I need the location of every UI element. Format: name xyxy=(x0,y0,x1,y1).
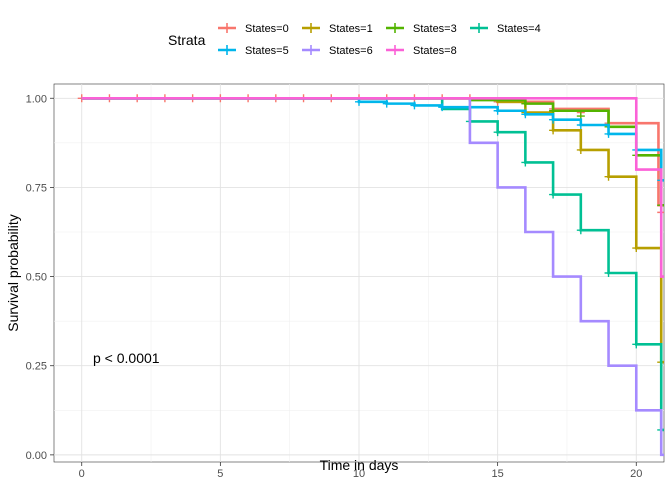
y-tick-label: 0.50 xyxy=(26,272,47,284)
censor-mark xyxy=(604,172,613,181)
axes: 0 5 10 15 20 0.00 0.25 0.50 0.75 1.00 xyxy=(26,93,643,480)
censor-mark xyxy=(604,269,613,277)
censor-mark xyxy=(438,103,447,112)
series-layer xyxy=(77,94,664,457)
x-tick-label: 0 xyxy=(79,468,85,480)
legend-item: States=4 xyxy=(470,23,541,35)
censor-mark xyxy=(521,99,530,108)
y-tick-label: 1.00 xyxy=(26,93,47,105)
legend-label: States=6 xyxy=(329,45,373,57)
legend-items: States=0 States=1 States=3 States=4 States=5… xyxy=(218,23,541,57)
x-tick-label: 15 xyxy=(492,468,504,480)
survival-curve xyxy=(81,96,664,457)
censor-mark xyxy=(549,190,558,199)
legend-item: States=5 xyxy=(218,45,289,57)
censor-mark xyxy=(576,121,585,130)
censor-mark xyxy=(576,145,585,154)
censor-mark xyxy=(549,126,558,135)
x-tick-label: 5 xyxy=(217,468,223,480)
series-states-6 xyxy=(81,96,664,457)
legend-item: States=1 xyxy=(302,23,373,35)
censor-mark xyxy=(632,244,641,253)
legend-label: States=4 xyxy=(497,23,541,35)
y-tick-label: 0.00 xyxy=(26,450,47,462)
x-tick-label: 10 xyxy=(353,468,365,480)
survival-curve xyxy=(81,96,664,364)
x-axis-title: Time in days xyxy=(320,457,399,473)
survival-curve xyxy=(81,96,664,207)
y-tick-label: 0.75 xyxy=(26,182,47,194)
legend-title: Strata xyxy=(168,32,206,48)
survival-curve xyxy=(81,96,664,278)
censor-mark xyxy=(632,340,641,349)
censor-mark xyxy=(493,128,502,137)
censor-mark xyxy=(604,129,613,138)
censor-mark xyxy=(410,101,419,110)
legend-label: States=3 xyxy=(413,23,457,35)
censor-mark xyxy=(576,226,585,235)
y-tick-label: 0.25 xyxy=(26,361,47,373)
legend: Strata States=0 States=1 States=3 States=4S… xyxy=(168,23,541,57)
legend-label: States=0 xyxy=(245,23,289,35)
legend-label: States=1 xyxy=(329,23,373,35)
y-axis-title: Survival probability xyxy=(5,214,21,332)
pvalue-annotation: p < 0.0001 xyxy=(93,350,160,366)
series-states-8 xyxy=(81,96,664,278)
x-tick-label: 20 xyxy=(630,468,642,480)
legend-label: States=8 xyxy=(413,45,457,57)
censor-mark xyxy=(521,158,530,167)
censor-mark xyxy=(549,115,558,124)
censor-mark xyxy=(521,110,530,119)
legend-item: States=0 xyxy=(218,23,289,35)
censor-mark xyxy=(493,106,502,115)
legend-item: States=6 xyxy=(302,45,373,57)
legend-item: States=3 xyxy=(386,23,457,35)
censor-mark xyxy=(382,99,391,108)
legend-label: States=5 xyxy=(245,45,289,57)
legend-item: States=8 xyxy=(386,45,457,57)
